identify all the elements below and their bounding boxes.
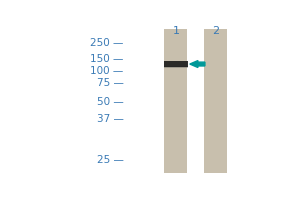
Text: 50 —: 50 —	[97, 97, 124, 107]
Text: 37 —: 37 —	[97, 114, 124, 124]
Text: 25 —: 25 —	[97, 155, 124, 165]
Bar	[164, 29, 188, 173]
FancyArrow shape	[190, 61, 205, 68]
Bar	[164, 61, 188, 67]
Text: 2: 2	[212, 26, 219, 36]
Text: 250 —: 250 —	[90, 38, 124, 48]
Bar	[204, 29, 227, 173]
Text: 100 —: 100 —	[90, 66, 124, 76]
Text: 75 —: 75 —	[97, 78, 124, 88]
Bar	[164, 66, 188, 68]
Text: 1: 1	[172, 26, 179, 36]
Text: 150 —: 150 —	[90, 54, 124, 64]
